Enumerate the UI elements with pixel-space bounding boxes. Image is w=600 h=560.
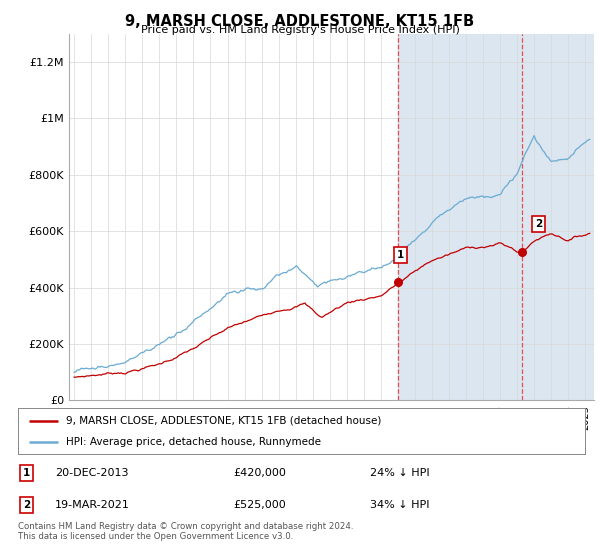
Text: Price paid vs. HM Land Registry's House Price Index (HPI): Price paid vs. HM Land Registry's House … bbox=[140, 25, 460, 35]
Text: 24% ↓ HPI: 24% ↓ HPI bbox=[370, 468, 429, 478]
Text: £420,000: £420,000 bbox=[233, 468, 286, 478]
Text: 2: 2 bbox=[535, 219, 542, 229]
Text: 2: 2 bbox=[23, 500, 30, 510]
Text: Contains HM Land Registry data © Crown copyright and database right 2024.
This d: Contains HM Land Registry data © Crown c… bbox=[18, 522, 353, 542]
Bar bbox=[398, 34, 594, 400]
Text: 9, MARSH CLOSE, ADDLESTONE, KT15 1FB (detached house): 9, MARSH CLOSE, ADDLESTONE, KT15 1FB (de… bbox=[66, 416, 382, 426]
Text: 19-MAR-2021: 19-MAR-2021 bbox=[55, 500, 130, 510]
Text: £525,000: £525,000 bbox=[233, 500, 286, 510]
Text: 1: 1 bbox=[397, 250, 404, 260]
Text: HPI: Average price, detached house, Runnymede: HPI: Average price, detached house, Runn… bbox=[66, 437, 321, 447]
Text: 20-DEC-2013: 20-DEC-2013 bbox=[55, 468, 128, 478]
Text: 34% ↓ HPI: 34% ↓ HPI bbox=[370, 500, 429, 510]
Text: 9, MARSH CLOSE, ADDLESTONE, KT15 1FB: 9, MARSH CLOSE, ADDLESTONE, KT15 1FB bbox=[125, 14, 475, 29]
Text: 1: 1 bbox=[23, 468, 30, 478]
